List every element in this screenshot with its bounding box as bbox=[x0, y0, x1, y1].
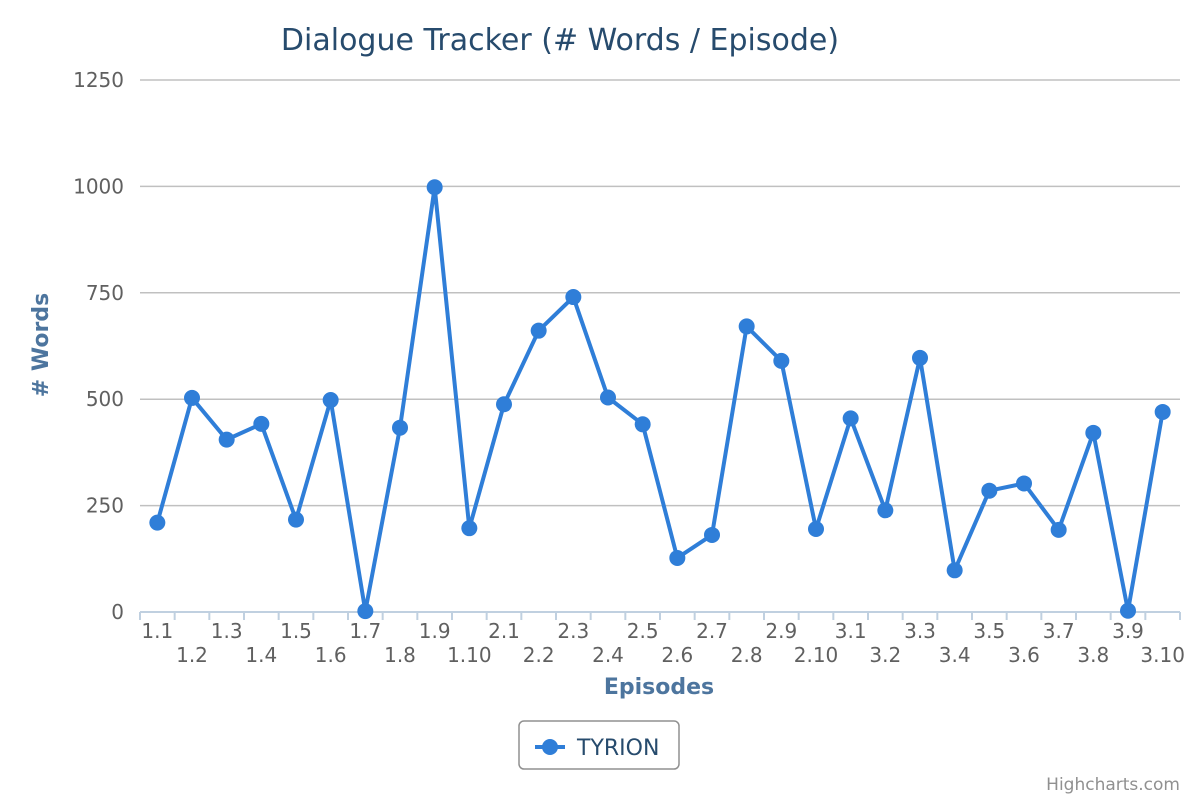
data-point[interactable] bbox=[738, 318, 755, 335]
data-point[interactable] bbox=[426, 179, 443, 196]
x-tick-label: 3.3 bbox=[904, 619, 936, 643]
x-tick-label: 3.8 bbox=[1077, 643, 1109, 667]
data-point[interactable] bbox=[912, 349, 928, 366]
legend[interactable]: TYRION bbox=[518, 720, 680, 770]
data-point[interactable] bbox=[392, 419, 408, 436]
x-tick-label: 3.9 bbox=[1112, 619, 1144, 643]
data-point[interactable] bbox=[1120, 602, 1136, 619]
data-point[interactable] bbox=[1154, 403, 1171, 420]
x-tick-label: 1.7 bbox=[349, 619, 381, 643]
legend-marker-symbol bbox=[542, 739, 558, 755]
x-tick-label: 3.1 bbox=[835, 619, 867, 643]
data-point[interactable] bbox=[461, 520, 478, 537]
data-point[interactable] bbox=[1050, 521, 1067, 538]
x-tick-label: 1.3 bbox=[211, 619, 243, 643]
data-point[interactable] bbox=[634, 416, 651, 433]
data-point[interactable] bbox=[773, 352, 790, 369]
x-axis-title: Episodes bbox=[604, 675, 714, 700]
x-tick-label: 3.2 bbox=[869, 643, 901, 667]
data-point[interactable] bbox=[530, 322, 547, 339]
x-tick-label: 2.9 bbox=[765, 619, 797, 643]
y-axis: 0 250 500 750 1000 1250 bbox=[73, 68, 124, 624]
data-point[interactable] bbox=[808, 521, 824, 538]
data-point[interactable] bbox=[704, 526, 720, 543]
x-tick-label: 1.9 bbox=[419, 619, 451, 643]
data-point[interactable] bbox=[565, 289, 582, 306]
data-point[interactable] bbox=[496, 396, 512, 413]
x-tick-label: 3.6 bbox=[1008, 643, 1040, 667]
x-tick-label: 3.5 bbox=[973, 619, 1005, 643]
y-tick-label: 500 bbox=[86, 387, 124, 411]
chart-title: Dialogue Tracker (# Words / Episode) bbox=[281, 23, 839, 58]
y-tick-label: 750 bbox=[86, 281, 124, 305]
x-axis: 1.11.21.31.41.51.61.71.81.91.102.12.22.3… bbox=[139, 611, 1185, 667]
x-tick-label: 1.6 bbox=[315, 643, 347, 667]
x-tick-label: 2.6 bbox=[661, 643, 693, 667]
data-point[interactable] bbox=[149, 514, 166, 531]
x-tick-label: 3.4 bbox=[939, 643, 971, 667]
data-point[interactable] bbox=[218, 431, 235, 448]
data-point[interactable] bbox=[877, 502, 894, 519]
data-point[interactable] bbox=[981, 482, 998, 499]
data-point[interactable] bbox=[946, 562, 963, 579]
y-axis-title: # Words bbox=[29, 293, 54, 397]
x-tick-label: 2.8 bbox=[731, 643, 763, 667]
credits-link[interactable]: Highcharts.com bbox=[1046, 775, 1180, 795]
x-tick-label: 2.2 bbox=[523, 643, 555, 667]
x-tick-label: 1.5 bbox=[280, 619, 312, 643]
data-point[interactable] bbox=[669, 549, 686, 566]
data-point[interactable] bbox=[1085, 424, 1102, 441]
data-point[interactable] bbox=[600, 389, 616, 406]
x-tick-label: 1.1 bbox=[141, 619, 173, 643]
data-point[interactable] bbox=[184, 389, 200, 406]
y-tick-label: 1250 bbox=[73, 68, 124, 92]
legend-box bbox=[518, 720, 680, 770]
x-tick-label: 3.7 bbox=[1043, 619, 1075, 643]
x-tick-label: 1.8 bbox=[384, 643, 416, 667]
x-tick-label: 1.2 bbox=[176, 643, 208, 667]
data-point[interactable] bbox=[288, 511, 304, 528]
x-tick-label: 2.7 bbox=[696, 619, 728, 643]
x-tick-label: 1.4 bbox=[245, 643, 277, 667]
y-tick-label: 250 bbox=[86, 494, 124, 518]
y-tick-label: 1000 bbox=[73, 174, 124, 198]
data-point[interactable] bbox=[322, 392, 339, 409]
data-point[interactable] bbox=[1016, 475, 1032, 492]
x-tick-label: 3.10 bbox=[1140, 643, 1185, 667]
x-tick-label: 2.3 bbox=[557, 619, 589, 643]
x-tick-label: 2.4 bbox=[592, 643, 624, 667]
y-tick-label: 0 bbox=[111, 600, 124, 624]
x-tick-label: 2.10 bbox=[794, 643, 839, 667]
x-tick-label: 2.5 bbox=[627, 619, 659, 643]
x-tick-label: 1.10 bbox=[447, 643, 492, 667]
legend-item-tyrion[interactable]: TYRION bbox=[576, 736, 659, 761]
x-tick-label: 2.1 bbox=[488, 619, 520, 643]
data-point[interactable] bbox=[357, 603, 374, 620]
series-tyrion[interactable] bbox=[149, 179, 1171, 620]
grid-lines bbox=[140, 79, 1180, 507]
data-point[interactable] bbox=[253, 415, 270, 432]
data-point[interactable] bbox=[842, 410, 859, 427]
